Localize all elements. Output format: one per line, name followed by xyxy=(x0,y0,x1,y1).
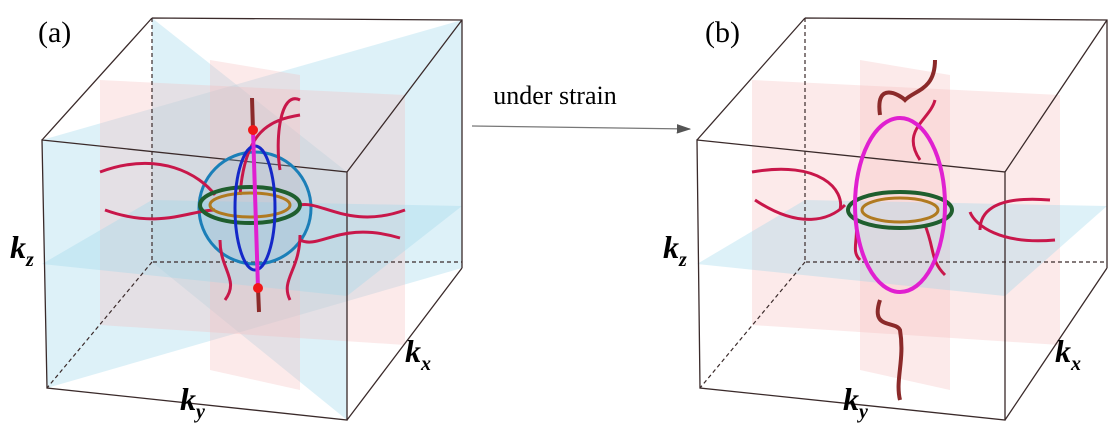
panel-label: (b) xyxy=(705,16,740,49)
symbol: k xyxy=(180,381,196,417)
panel-b: (b) kz ky kx xyxy=(663,16,1107,423)
symbol: k xyxy=(843,381,859,417)
panel-a: (a) kz ky kx xyxy=(10,16,462,423)
subscript: y xyxy=(194,401,205,423)
subscript: x xyxy=(420,353,431,375)
subscript: y xyxy=(857,401,868,423)
point xyxy=(253,283,263,293)
symbol: k xyxy=(405,333,421,369)
subscript: x xyxy=(1070,353,1081,375)
arrow-label: under strain xyxy=(493,81,616,110)
panel-label: (a) xyxy=(38,16,71,49)
axis-label: kz xyxy=(10,229,34,271)
subscript: z xyxy=(678,249,687,271)
symbol: k xyxy=(1055,333,1071,369)
point xyxy=(248,125,258,135)
axis-label: ky xyxy=(180,381,205,423)
axis-label: kz xyxy=(663,229,687,271)
arrow xyxy=(472,126,690,129)
symbol: k xyxy=(10,229,26,265)
symbol: k xyxy=(663,229,679,265)
figure: (a) kz ky kx under strain (b) kz ky kx xyxy=(0,0,1112,428)
axis-label: ky xyxy=(843,381,868,423)
subscript: z xyxy=(25,249,34,271)
axis-label: kx xyxy=(1055,333,1081,375)
axis-label: kx xyxy=(405,333,431,375)
